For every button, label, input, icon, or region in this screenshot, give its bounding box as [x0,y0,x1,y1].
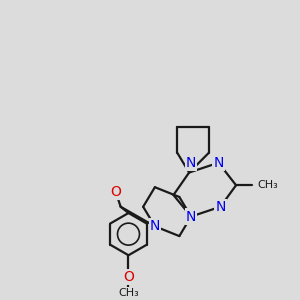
Text: CH₃: CH₃ [118,288,139,298]
Text: N: N [150,219,160,233]
Text: CH₃: CH₃ [257,180,278,190]
Text: O: O [110,185,121,199]
Text: O: O [123,270,134,284]
Text: N: N [186,156,196,170]
Text: N: N [215,200,226,214]
Text: N: N [213,156,224,170]
Text: N: N [186,209,196,224]
